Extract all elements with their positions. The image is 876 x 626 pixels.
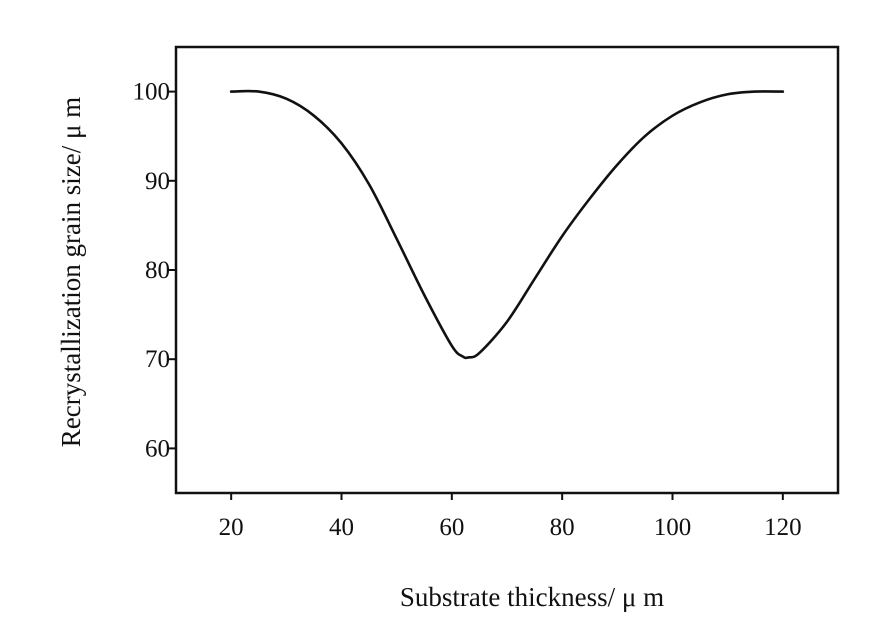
x-tick-label: 60 (439, 514, 464, 541)
y-tick-label: 70 (145, 346, 170, 373)
y-tick-label: 100 (133, 79, 171, 106)
x-axis-title: Substrate thickness/ μ m (400, 582, 664, 612)
y-tick-label: 60 (145, 435, 170, 462)
x-tick-label: 80 (550, 514, 575, 541)
x-tick-label: 20 (219, 514, 244, 541)
y-axis-ticks: 60 70 80 90 100 (133, 79, 176, 462)
series-lines (229, 89, 785, 360)
x-tick-label: 120 (764, 514, 802, 541)
x-tick-label: 40 (329, 514, 354, 541)
plot-frame (174, 45, 840, 495)
x-axis-ticks: 20 40 60 80 100 120 (219, 493, 802, 541)
x-tick-label: 100 (654, 514, 692, 541)
y-tick-label: 80 (145, 257, 170, 284)
y-tick-label: 90 (145, 168, 170, 195)
series-line-0 (229, 89, 785, 360)
plot-border (174, 45, 840, 495)
y-axis-title: Recrystallization grain size/ μ m (56, 97, 86, 447)
